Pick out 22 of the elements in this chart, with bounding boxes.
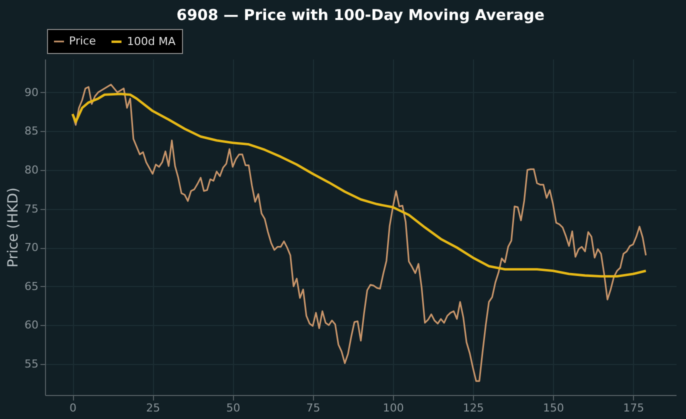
- line-series: [71, 92, 648, 278]
- y-tick-label: 55: [24, 357, 38, 370]
- y-axis-title: Price (HKD): [6, 187, 22, 268]
- x-tick-label: 175: [623, 402, 644, 414]
- legend-label: Price: [69, 34, 96, 48]
- y-tick-label: 75: [24, 202, 38, 216]
- x-tick-label: 25: [146, 402, 160, 414]
- line-series: [72, 84, 647, 382]
- y-tick-label: 90: [24, 86, 38, 99]
- x-tick-label: 150: [543, 402, 564, 414]
- x-tick-label: 125: [462, 402, 484, 414]
- y-tick-label: 65: [24, 280, 38, 293]
- x-tick-label: 75: [306, 402, 320, 414]
- y-tick-label: 60: [24, 318, 38, 332]
- y-tick-label: 70: [24, 241, 38, 254]
- legend-label: 100d MA: [127, 34, 176, 48]
- x-tick-label: 100: [382, 402, 404, 414]
- y-tick-label: 85: [24, 124, 38, 138]
- chart-title: 6908 — Price with 100-Day Moving Average: [176, 6, 544, 24]
- x-tick-label: 0: [70, 402, 77, 414]
- y-tick-label: 80: [24, 163, 38, 176]
- x-tick-label: 50: [226, 402, 240, 414]
